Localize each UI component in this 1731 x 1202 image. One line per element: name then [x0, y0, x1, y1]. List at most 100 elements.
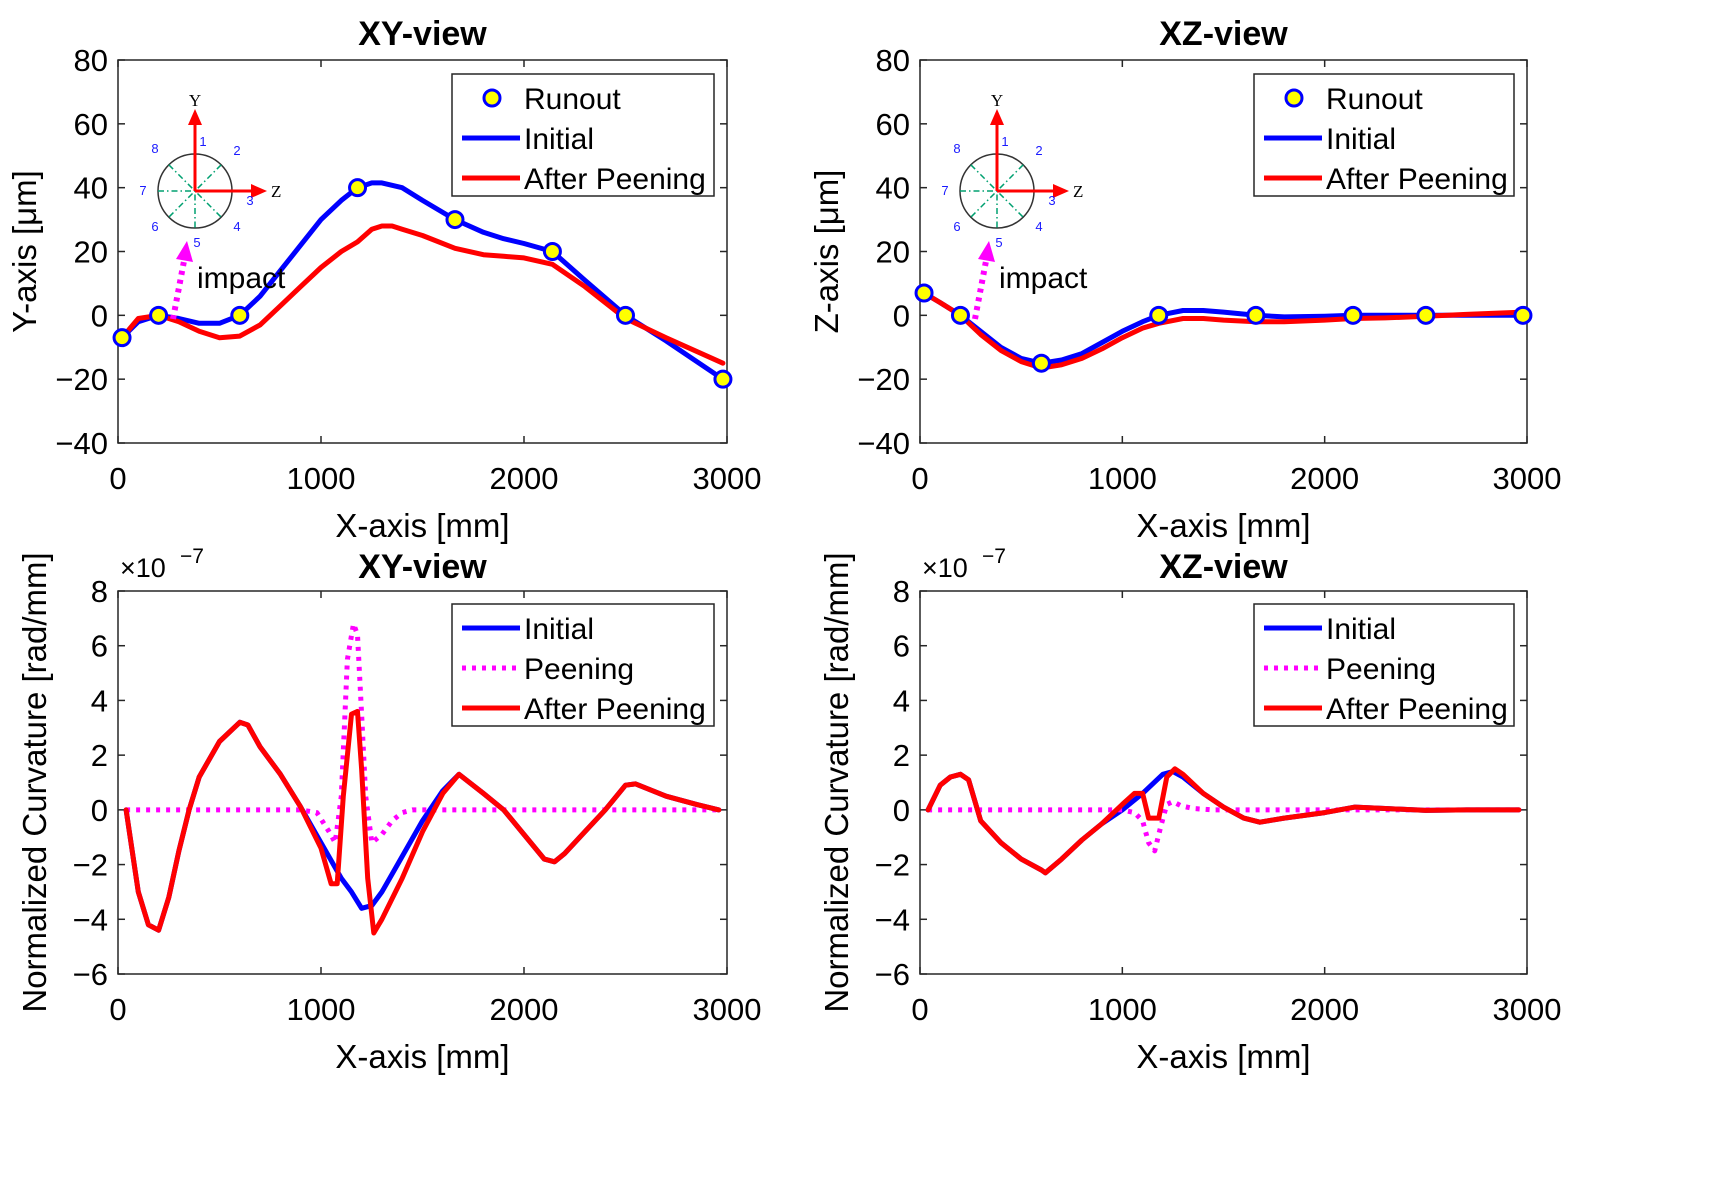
inset-number: 7 [941, 183, 948, 198]
y-tick-label: 8 [893, 574, 910, 609]
legend-item: Initial [1264, 613, 1396, 646]
impact-label: impact [197, 262, 286, 295]
inset-number: 1 [1001, 134, 1008, 149]
y-tick-label: −20 [857, 362, 910, 397]
impact-arrow [972, 260, 989, 320]
legend-label: Initial [1326, 123, 1396, 156]
inset-number: 8 [151, 141, 158, 156]
inset-z-label: Z [1073, 182, 1083, 201]
runout-point [1246, 305, 1266, 325]
legend-label: Peening [1326, 653, 1436, 686]
inset-z-label: Z [271, 182, 281, 201]
legend: Runout Initial After Peening [1253, 73, 1515, 197]
inset-number: 2 [233, 143, 240, 158]
y-tick-label: 0 [91, 298, 108, 333]
x-tick-label: 3000 [1493, 461, 1562, 496]
x-tick-label: 1000 [1088, 992, 1157, 1027]
exponent-base: ×10 [120, 553, 166, 583]
exponent-power: −7 [180, 545, 204, 568]
series-peening-line [126, 621, 719, 846]
impact-label: impact [999, 262, 1088, 295]
legend-item: Initial [462, 613, 594, 646]
runout-point [1513, 305, 1533, 325]
x-tick-label: 2000 [1290, 461, 1359, 496]
runout-point [1343, 305, 1363, 325]
y-axis-label: Y-axis [μm] [6, 170, 43, 333]
x-tick-label: 3000 [693, 461, 762, 496]
legend: Initial Peening After Peening [1253, 603, 1515, 727]
y-arrowhead-icon [188, 109, 202, 125]
runout-point [112, 328, 132, 348]
runout-point [616, 305, 635, 325]
x-tick-label: 0 [911, 992, 928, 1027]
inset-number: 4 [233, 219, 240, 234]
y-tick-label: −40 [55, 426, 108, 461]
inset-number: 8 [953, 141, 960, 156]
inset-number: 3 [246, 193, 253, 208]
y-tick-label: −40 [857, 426, 910, 461]
inset-number: 1 [199, 134, 206, 149]
y-tick-label: 0 [893, 298, 910, 333]
inset-number: 3 [1048, 193, 1055, 208]
inset-number: 6 [953, 219, 960, 234]
legend-label: Initial [524, 123, 594, 156]
y-tick-label: 40 [876, 171, 910, 206]
chart-panel-4: 0 1000 2000 3000 −6 −4 −2 0 2 4 6 8 XZ-view X-axis [m… [818, 545, 1561, 1075]
legend-marker-runout [1284, 88, 1304, 108]
y-tick-label: 0 [91, 793, 108, 828]
x-axis-label: X-axis [mm] [1136, 507, 1310, 544]
chart-title: XZ-view [1159, 548, 1288, 586]
legend-item: Initial [462, 123, 594, 156]
exponent-base: ×10 [922, 553, 968, 583]
y-tick-label: 4 [893, 683, 910, 718]
y-tick-label: −4 [875, 902, 910, 937]
inset-number: 5 [995, 235, 1002, 250]
inset-number: 7 [139, 183, 146, 198]
legend-label: Initial [1326, 613, 1396, 646]
legend-label: Peening [524, 653, 634, 686]
series-after-peening-line [119, 223, 726, 366]
y-axis-label: Normalized Curvature [rad/mm] [818, 552, 855, 1012]
runout-point [914, 283, 934, 303]
runout-point [149, 305, 169, 325]
series-after-peening-line [123, 708, 722, 936]
impact-arrowhead-icon [978, 241, 995, 262]
y-tick-label: −6 [73, 957, 108, 992]
y-tick-label: 6 [893, 629, 910, 664]
legend-item: Peening [1264, 653, 1436, 686]
x-tick-label: 0 [911, 461, 928, 496]
legend-label: Runout [1326, 83, 1423, 116]
runout-point [1416, 305, 1436, 325]
legend-label: After Peening [1326, 693, 1508, 726]
y-axis-label: Z-axis [μm] [808, 170, 845, 334]
x-axis-label: X-axis [mm] [335, 1038, 509, 1075]
chart-title: XZ-view [1159, 15, 1288, 53]
z-arrowhead-icon [251, 184, 267, 198]
runout-point [950, 305, 970, 325]
legend-marker-runout [482, 88, 502, 108]
legend-item: Runout [482, 83, 621, 116]
y-tick-label: 6 [91, 629, 108, 664]
z-arrowhead-icon [1053, 184, 1069, 198]
legend: Runout Initial After Peening [451, 73, 715, 197]
y-tick-label: 20 [74, 235, 108, 270]
runout-point [1031, 353, 1051, 373]
y-tick-label: 60 [876, 107, 910, 142]
x-tick-label: 1000 [1088, 461, 1157, 496]
exponent-label: ×10 −7 [120, 545, 204, 583]
runout-point [713, 369, 733, 389]
inset-number: 2 [1035, 143, 1042, 158]
inset-number: 4 [1035, 219, 1042, 234]
cross-section-inset: Y Z 1 2 34 5 6 7 8 impact [941, 91, 1088, 320]
runout-point [348, 178, 368, 198]
runout-point [1149, 305, 1169, 325]
chart-panel-3: 0 1000 2000 3000 −6 −4 −2 0 2 4 6 8 XY-view X-axis [m… [16, 545, 761, 1075]
y-tick-label: −4 [73, 902, 108, 937]
legend: Initial Peening After Peening [451, 603, 715, 727]
chart-title: XY-view [358, 15, 487, 53]
legend-item: After Peening [1264, 693, 1508, 726]
x-axis-label: X-axis [mm] [1136, 1038, 1310, 1075]
runout-point [230, 305, 250, 325]
inset-y-label: Y [189, 91, 201, 110]
exponent-power: −7 [982, 545, 1006, 568]
